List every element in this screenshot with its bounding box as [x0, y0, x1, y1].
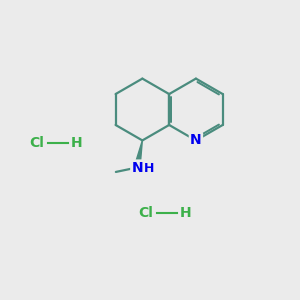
- Text: N: N: [190, 134, 202, 147]
- Text: N: N: [131, 160, 143, 175]
- Text: Cl: Cl: [138, 206, 153, 220]
- Text: H: H: [144, 163, 154, 176]
- Text: Cl: Cl: [29, 136, 44, 150]
- Polygon shape: [134, 140, 142, 168]
- Text: H: H: [179, 206, 191, 220]
- Text: H: H: [70, 136, 82, 150]
